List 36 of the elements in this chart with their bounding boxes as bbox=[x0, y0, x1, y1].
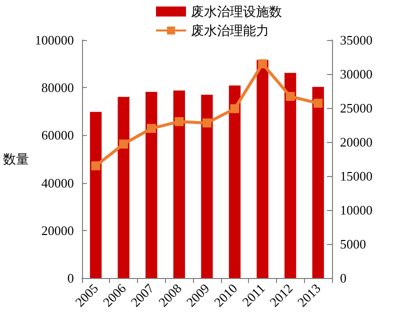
y2-tick-label: 20000 bbox=[340, 134, 372, 150]
y2-tick-label: 5000 bbox=[340, 236, 366, 252]
point bbox=[174, 117, 184, 126]
y2-tick-label: 0 bbox=[340, 270, 346, 286]
legend-label: 废水治理设施数 bbox=[191, 4, 282, 19]
y-tick-label: 20000 bbox=[41, 222, 74, 238]
y2-tick-label: 35000 bbox=[340, 32, 372, 48]
point bbox=[230, 104, 240, 114]
y-tick-label: 100000 bbox=[34, 32, 74, 48]
bar bbox=[118, 96, 130, 278]
x-tick-label: 2011 bbox=[239, 280, 268, 310]
bar bbox=[228, 85, 241, 278]
legend-label: 废水治理能力 bbox=[191, 23, 269, 38]
y2-tick-label: 30000 bbox=[340, 66, 372, 82]
bar bbox=[256, 60, 268, 278]
y-tick-label: 0 bbox=[67, 270, 74, 286]
bar bbox=[201, 94, 213, 278]
point bbox=[258, 59, 268, 68]
bar bbox=[284, 72, 296, 278]
y2-tick-label: 25000 bbox=[340, 100, 372, 116]
y-axis-title: 数量 bbox=[3, 152, 29, 166]
point bbox=[286, 92, 295, 101]
bar bbox=[312, 86, 324, 278]
bar bbox=[173, 90, 185, 278]
point bbox=[314, 98, 323, 108]
point bbox=[119, 140, 128, 149]
bar bbox=[146, 92, 158, 278]
point bbox=[91, 161, 100, 170]
y-tick-label: 40000 bbox=[41, 175, 74, 190]
y2-tick-label: 15000 bbox=[340, 168, 372, 184]
point bbox=[202, 118, 212, 128]
y2-tick-label: 10000 bbox=[340, 202, 372, 218]
y-tick-label: 60000 bbox=[41, 128, 74, 143]
y-tick-label: 80000 bbox=[41, 80, 74, 96]
bar bbox=[90, 112, 102, 278]
point bbox=[146, 124, 156, 133]
